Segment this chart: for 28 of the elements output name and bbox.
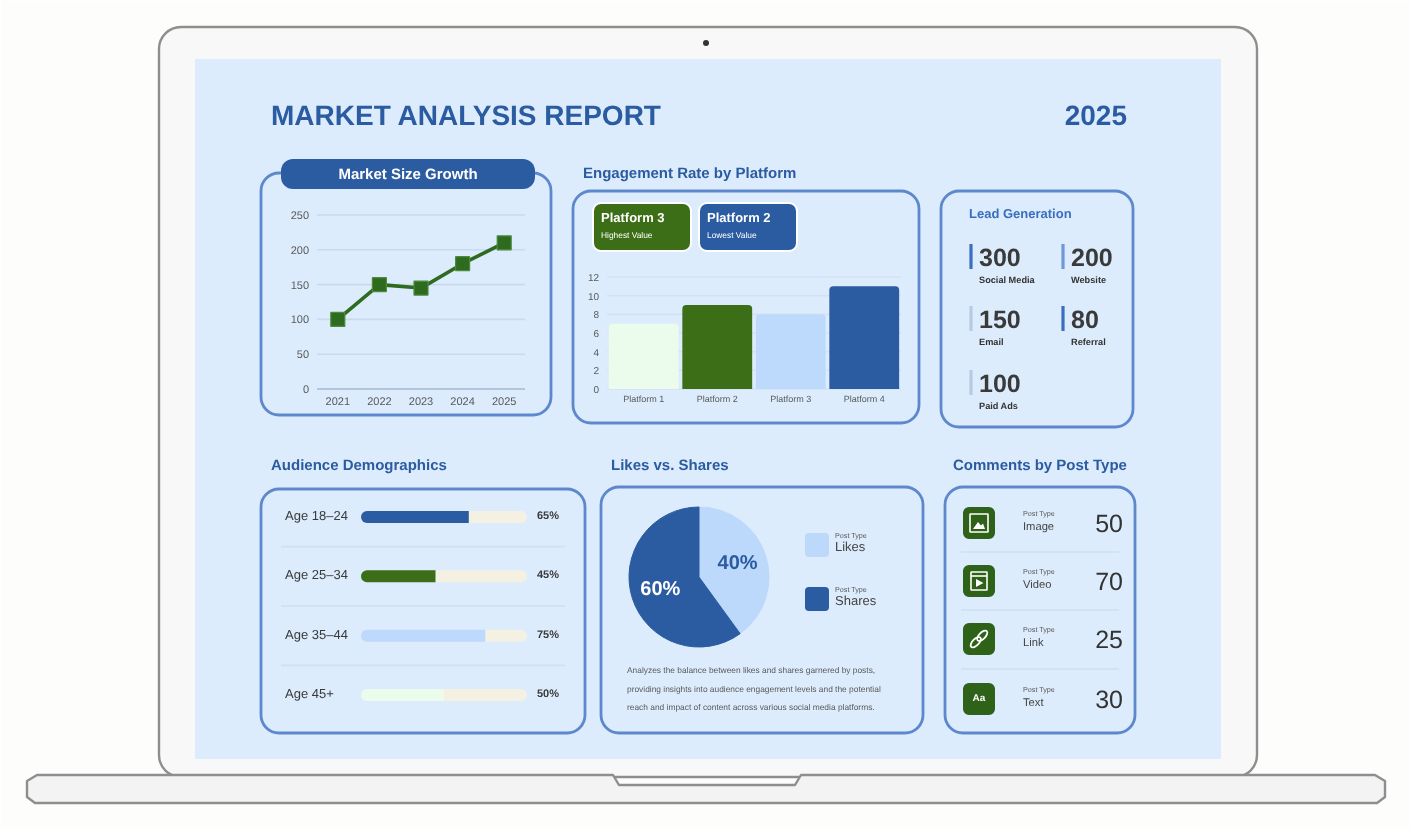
bar [608, 323, 679, 389]
bar [485, 629, 527, 642]
bar [755, 314, 826, 389]
data-label: 25 [1095, 626, 1124, 654]
point [496, 235, 512, 251]
data-label: 60% [640, 578, 681, 601]
bar [829, 286, 900, 389]
bar [435, 570, 527, 583]
data-label: 150 [979, 306, 1021, 334]
data-label: 100 [979, 370, 1021, 398]
data-label: 30 [1095, 686, 1124, 714]
point [330, 311, 346, 327]
bar [682, 305, 753, 389]
bar [468, 511, 527, 523]
data-label: 40% [717, 553, 758, 576]
bar [361, 629, 486, 642]
point [371, 277, 387, 293]
data-label: 50 [1095, 510, 1124, 538]
data-label: 200 [1071, 244, 1113, 272]
text: 2025 [1064, 99, 1128, 131]
bar [361, 570, 436, 583]
data-label: 80 [1071, 306, 1099, 334]
point [455, 256, 471, 272]
text: MARKET ANALYSIS REPORT [271, 99, 662, 131]
bar [361, 511, 469, 523]
data-label: 300 [979, 244, 1021, 272]
data-label: 70 [1095, 568, 1124, 596]
point [413, 280, 429, 296]
